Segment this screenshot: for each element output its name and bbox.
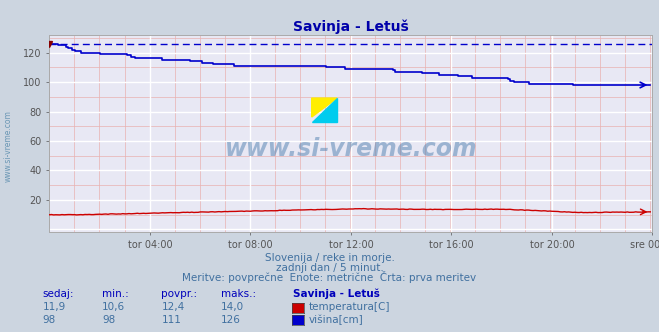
Text: sedaj:: sedaj: [43, 289, 74, 299]
Text: 12,4: 12,4 [161, 302, 185, 312]
Text: Slovenija / reke in morje.: Slovenija / reke in morje. [264, 253, 395, 263]
Text: višina[cm]: višina[cm] [308, 314, 363, 325]
Text: 11,9: 11,9 [43, 302, 66, 312]
Text: 111: 111 [161, 315, 181, 325]
Title: Savinja - Letuš: Savinja - Letuš [293, 19, 409, 34]
Text: 10,6: 10,6 [102, 302, 125, 312]
Text: 126: 126 [221, 315, 241, 325]
Polygon shape [312, 98, 337, 117]
Text: 14,0: 14,0 [221, 302, 244, 312]
Text: Meritve: povprečne  Enote: metrične  Črta: prva meritev: Meritve: povprečne Enote: metrične Črta:… [183, 271, 476, 283]
Text: temperatura[C]: temperatura[C] [308, 302, 390, 312]
Text: povpr.:: povpr.: [161, 289, 198, 299]
Polygon shape [312, 98, 337, 122]
Text: www.si-vreme.com: www.si-vreme.com [3, 110, 13, 182]
Text: www.si-vreme.com: www.si-vreme.com [225, 137, 477, 161]
Text: 98: 98 [102, 315, 115, 325]
Text: Savinja - Letuš: Savinja - Letuš [293, 289, 380, 299]
Text: zadnji dan / 5 minut.: zadnji dan / 5 minut. [275, 263, 384, 273]
Text: 98: 98 [43, 315, 56, 325]
Text: min.:: min.: [102, 289, 129, 299]
Text: maks.:: maks.: [221, 289, 256, 299]
